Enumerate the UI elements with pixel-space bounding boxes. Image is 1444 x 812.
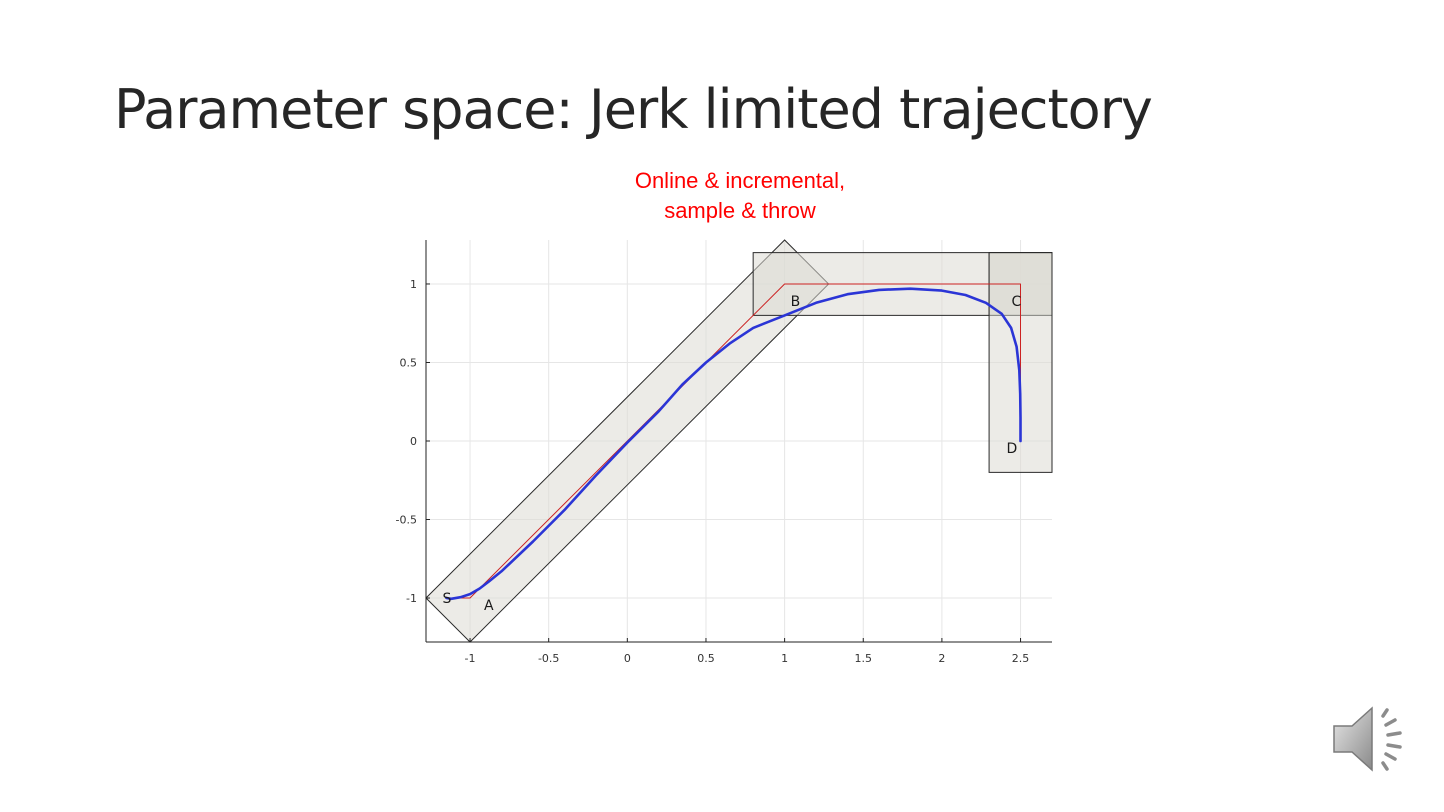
x-tick-label: -0.5 [538, 652, 559, 665]
y-tick-label: -1 [406, 592, 417, 605]
y-tick-label: 0.5 [400, 356, 418, 369]
x-tick-label: 0 [624, 652, 631, 665]
x-tick-label: 1.5 [855, 652, 873, 665]
tick-labels: -1 -0.5 0 0.5 1 1.5 2 2.5 -1 -0.5 0 0.5 1 [396, 278, 1030, 665]
x-tick-label: 0.5 [697, 652, 715, 665]
waypoint-labels: S A B C D [442, 294, 1021, 614]
x-tick-label: 2 [938, 652, 945, 665]
annotation: Online & incremental, sample & throw [520, 166, 960, 226]
annotation-line-2: sample & throw [664, 198, 816, 223]
x-tick-label: 1 [781, 652, 788, 665]
y-tick-label: -0.5 [396, 514, 417, 527]
annotation-line-1: Online & incremental, [634, 168, 846, 193]
waypoint-label-a: A [484, 598, 494, 614]
speaker-icon[interactable] [1330, 700, 1410, 780]
waypoint-label-c: C [1012, 294, 1022, 310]
y-tick-label: 0 [410, 435, 417, 448]
series-line-1 [445, 287, 1022, 601]
x-tick-label: 2.5 [1012, 652, 1030, 665]
waypoint-label-s: S [442, 591, 451, 607]
series-group [445, 283, 1022, 601]
waypoint-label-b: B [791, 294, 801, 310]
slide-title: Parameter space: Jerk limited trajectory [114, 78, 1153, 141]
x-tick-label: -1 [465, 652, 476, 665]
y-tick-label: 1 [410, 278, 417, 291]
waypoint-label-d: D [1007, 441, 1018, 457]
